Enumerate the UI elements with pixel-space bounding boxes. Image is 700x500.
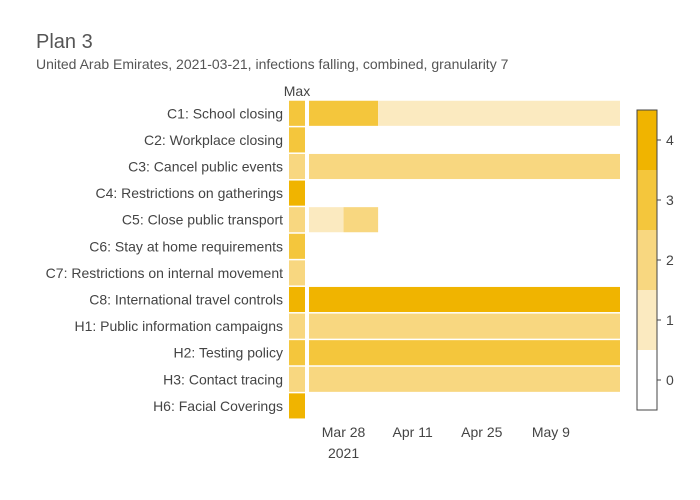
colorbar-segment: [637, 290, 657, 350]
category-label: C3: Cancel public events: [128, 159, 283, 175]
colorbar-segment: [637, 170, 657, 230]
chart-title: Plan 3: [36, 31, 93, 53]
colorbar-tick-label: 4: [666, 132, 674, 148]
heatmap-cell: [378, 100, 620, 126]
max-cell: [289, 366, 305, 392]
heatmap-cell: [309, 313, 620, 339]
category-label: C8: International travel controls: [89, 292, 283, 308]
category-label: H6: Facial Coverings: [153, 398, 283, 414]
category-label: C4: Restrictions on gatherings: [95, 185, 283, 201]
max-column-header: Max: [284, 83, 310, 99]
heatmap-cell: [309, 153, 620, 180]
max-cell: [289, 286, 305, 313]
heatmap-cell: [343, 207, 379, 233]
max-cell: [289, 313, 305, 339]
max-cell: [289, 180, 305, 206]
heatmap-cell: [309, 286, 620, 313]
x-tick-label: May 9: [532, 424, 570, 440]
colorbar-tick-label: 2: [666, 252, 674, 268]
category-label: H3: Contact tracing: [163, 371, 283, 387]
max-cell: [289, 233, 305, 259]
max-cell: [289, 340, 305, 366]
colorbar-segment: [637, 230, 657, 290]
colorbar: 0 1 2 3 4: [636, 109, 674, 411]
heatmap-cell: [309, 366, 620, 392]
x-tick-sublabel: 2021: [328, 445, 359, 461]
x-tick-label: Mar 28: [322, 424, 366, 440]
x-tick-label: Apr 11: [393, 424, 433, 440]
category-label: C1: School closing: [167, 105, 283, 121]
max-column: Max: [284, 83, 310, 419]
x-axis: Mar 28 2021 Apr 11 Apr 25 May 9: [322, 424, 570, 461]
category-label: C6: Stay at home requirements: [89, 238, 283, 254]
colorbar-tick-label: 0: [666, 372, 674, 388]
category-label: C7: Restrictions on internal movement: [46, 265, 283, 281]
x-tick-label: Apr 25: [461, 424, 502, 440]
max-cell: [289, 207, 305, 233]
plot-cells: [309, 100, 620, 392]
heatmap-cell: [309, 100, 379, 126]
colorbar-tick-label: 3: [666, 192, 674, 208]
max-cell: [289, 100, 305, 126]
chart-subtitle: United Arab Emirates, 2021-03-21, infect…: [36, 56, 509, 72]
max-cell: [289, 127, 305, 153]
category-label: H1: Public information campaigns: [74, 318, 283, 334]
category-label: H2: Testing policy: [174, 345, 283, 361]
colorbar-segment: [637, 110, 657, 170]
heatmap-cell: [309, 207, 344, 233]
category-labels: C1: School closing C2: Workplace closing C…: [46, 105, 283, 414]
category-label: C2: Workplace closing: [144, 132, 283, 148]
category-label: C5: Close public transport: [122, 212, 283, 228]
max-cell: [289, 393, 305, 419]
colorbar-segment: [637, 350, 657, 410]
max-cell: [289, 260, 305, 286]
colorbar-tick-label: 1: [666, 312, 674, 328]
heatmap-cell: [309, 340, 620, 366]
max-cell: [289, 153, 305, 180]
